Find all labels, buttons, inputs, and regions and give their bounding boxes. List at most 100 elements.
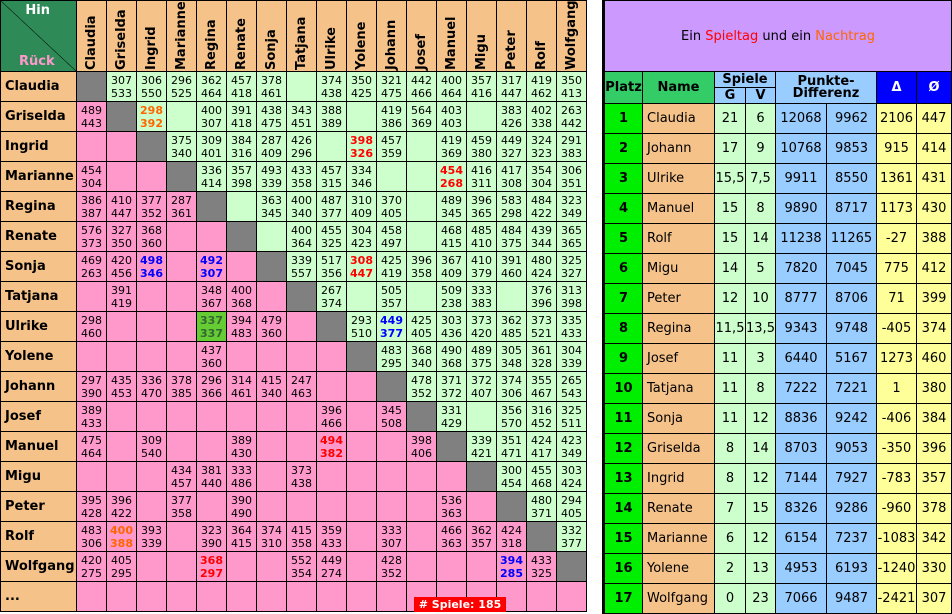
result-cell: 410 379 [466,251,497,282]
result-cell: 355 467 [526,371,557,402]
result-cell [256,461,287,492]
points-for: 8836 [775,403,827,434]
result-cell [226,551,257,582]
result-cell: 455 468 [526,461,557,492]
score-pair: 362 [501,313,522,327]
rank: 11 [604,403,643,434]
column-header-label: Peter [504,30,519,70]
score-pair: 314 [231,373,252,387]
player-name: Marianne [642,523,715,554]
result-cell: 247 463 [286,371,317,402]
result-cell: 454 304 [76,161,107,192]
score-pair: 389 [231,433,252,447]
result-cell: 420 456 [106,251,137,282]
score-pair: 536 [441,493,462,507]
result-cell: 287 409 [256,131,287,162]
score-pair: 505 [381,283,402,297]
points-for: 7820 [775,253,827,284]
result-cell: 321 475 [376,71,407,102]
score-pair: 377 [171,493,192,507]
result-cell: 391 419 [106,281,137,312]
score-pair: 394 [500,553,523,567]
result-cell [376,491,407,522]
score-pair: 294 [561,493,582,507]
grid-row: Manuel 475 464 309 540 389 430 494 382 398 406 339 4… [0,431,587,462]
row-header: Griselda [0,101,77,132]
result-cell [346,581,377,612]
result-cell: 480 371 [526,491,557,522]
score-pair: 391 [231,103,252,117]
grid-row: Migu 434 457 381 440 333 486 373 438 300 454 455 468… [0,461,587,492]
result-cell: 437 360 [196,341,227,372]
score-pair: 363 [261,193,282,207]
points-against: 11265 [826,223,877,254]
result-cell [166,221,197,252]
games-won: 17 [714,133,746,164]
score-pair: 484 [501,223,522,237]
score-pair: 296 [171,73,192,87]
score-pair: 420 [81,553,102,567]
result-cell: 351 471 [496,431,527,462]
rank: 17 [604,583,643,614]
grid-row: Marianne 454 304 336 414 357 398 493 339 433 358 45… [0,161,587,192]
result-cell [346,101,377,132]
result-cell [406,581,437,612]
result-cell: 294 405 [556,491,587,522]
column-header: Migu [466,0,497,72]
score-pair: 247 [291,373,312,387]
column-header: Marianne [166,0,197,72]
column-header-label: Johann [384,19,399,70]
standings-row: 12 Griselda 8 14 8703 9053 -350 396 [604,433,952,464]
result-cell [316,131,347,162]
result-cell: 398 406 [406,431,437,462]
result-cell: 419 462 [526,71,557,102]
score-pair: 362 [471,523,492,537]
result-cell: 417 308 [496,161,527,192]
average: 396 [916,433,952,464]
score-pair: 368 [200,553,223,567]
result-cell: 298 460 [76,311,107,342]
result-cell [136,551,167,582]
header-platz: Platz [604,71,643,104]
result-cell [256,491,287,522]
score-pair: 324 [531,133,552,147]
result-cell [166,101,197,132]
row-header: Claudia [0,71,77,102]
row-header: ... [0,581,77,612]
score-pair: 457 [321,163,342,177]
score-pair: 455 [321,223,342,237]
score-pair: 316 [531,403,552,417]
points-against: 5167 [826,343,877,374]
result-cell: 303 424 [556,461,587,492]
games-count-label: # Spiele: [418,598,475,611]
result-cell [196,581,227,612]
average: 447 [916,103,952,134]
result-cell: 364 415 [226,521,257,552]
score-pair: 359 [321,523,342,537]
score-pair: 343 [291,103,312,117]
result-cell: 400 368 [226,281,257,312]
result-cell [376,461,407,492]
result-cell: 307 533 [106,71,137,102]
result-cell: 457 418 [226,71,257,102]
result-cell: 493 339 [256,161,287,192]
points-against: 9242 [826,403,877,434]
result-cell: 308 447 [346,251,377,282]
score-pair: 336 [141,373,162,387]
points-for: 7222 [775,373,827,404]
result-cell: 323 390 [196,521,227,552]
result-cell [226,581,257,612]
result-cell [286,401,317,432]
row-header: Migu [0,461,77,492]
result-cell: 393 339 [136,521,167,552]
diagonal-cell [466,461,497,492]
results-grid: Hin Rück Claudia Griselda Ingrid Marianne Regi… [0,0,587,612]
result-cell: 435 453 [106,371,137,402]
rank: 12 [604,433,643,464]
games-lost: 5 [745,253,776,284]
result-cell: 424 318 [496,521,527,552]
score-pair: 433 [291,163,312,177]
score-pair: 391 [501,253,522,267]
score-pair: 303 [561,463,582,477]
score-pair: 287 [261,133,282,147]
